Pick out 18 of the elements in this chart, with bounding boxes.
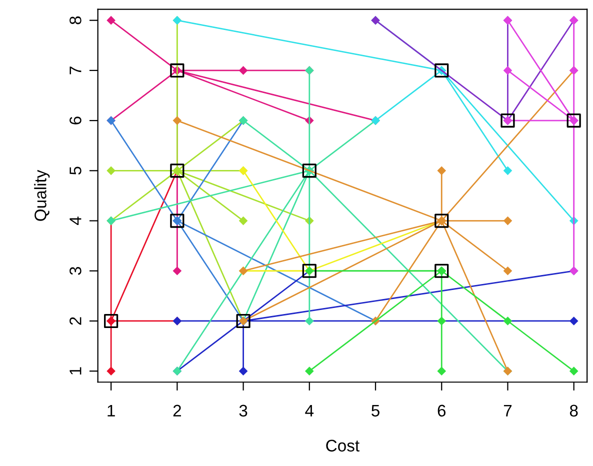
x-tick-label: 1 (108, 404, 115, 416)
y-axis-title: Quality (34, 170, 50, 221)
x-tick-label: 7 (504, 404, 512, 416)
x-tick-label: 8 (570, 404, 578, 417)
x-tick-label: 4 (305, 404, 314, 416)
x-tick-label: 3 (239, 404, 248, 417)
y-tick-label: 7 (70, 66, 82, 74)
y-tick-label: 1 (70, 367, 82, 374)
x-tick-label: 2 (173, 404, 181, 416)
y-tick-label: 4 (70, 216, 82, 226)
y-tick-label: 2 (70, 317, 82, 325)
y-tick-label: 5 (70, 166, 82, 175)
y-tick-label: 3 (70, 266, 82, 275)
x-axis-title: Cost (326, 440, 360, 452)
y-tick-label: 6 (70, 116, 82, 124)
x-tick-label: 5 (372, 404, 380, 417)
x-tick-label: 6 (438, 404, 446, 417)
y-tick-label: 8 (70, 16, 82, 24)
